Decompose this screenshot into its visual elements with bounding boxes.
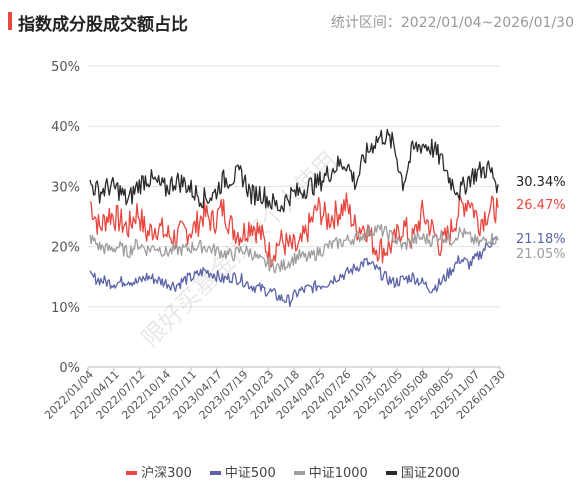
legend-label: 中证1000 <box>308 466 368 481</box>
series-line-4 <box>89 128 499 213</box>
series-line-2 <box>89 236 499 307</box>
title-accent-bar <box>8 12 12 30</box>
end-label: 26.47% <box>516 198 566 213</box>
legend-label: 国证2000 <box>400 466 460 481</box>
end-label: 21.05% <box>516 247 566 262</box>
date-range-label: 统计区间：2022/01/04~2026/01/30 <box>330 15 574 31</box>
end-label: 21.18% <box>516 232 566 247</box>
y-tick-label: 10% <box>51 301 80 316</box>
legend-label: 中证500 <box>224 466 276 481</box>
legend-item[interactable]: 沪深300 <box>126 462 192 481</box>
series-line-1 <box>89 192 499 268</box>
legend-swatch <box>293 470 305 475</box>
y-tick-label: 30% <box>51 180 80 195</box>
legend-item[interactable]: 国证2000 <box>385 462 460 481</box>
line-chart: 0%10%20%30%40%50%2022/01/042022/04/11202… <box>42 60 566 422</box>
y-tick-label: 50% <box>51 60 80 75</box>
legend: 沪深300 中证500 中证1000 国证2000 <box>0 462 586 481</box>
legend-swatch <box>126 470 138 475</box>
y-tick-label: 20% <box>51 241 80 256</box>
header: 指数成分股成交额占比 统计区间：2022/01/04~2026/01/30 <box>0 8 586 36</box>
end-label: 30.34% <box>516 175 566 190</box>
series-line-3 <box>89 223 499 274</box>
legend-swatch <box>209 470 221 475</box>
chart-title: 指数成分股成交额占比 <box>18 15 188 35</box>
y-tick-label: 40% <box>51 120 80 135</box>
legend-item[interactable]: 中证500 <box>209 462 276 481</box>
legend-label: 沪深300 <box>141 466 192 481</box>
legend-swatch <box>385 470 397 475</box>
y-tick-label: 0% <box>59 361 80 376</box>
legend-item[interactable]: 中证1000 <box>293 462 368 481</box>
